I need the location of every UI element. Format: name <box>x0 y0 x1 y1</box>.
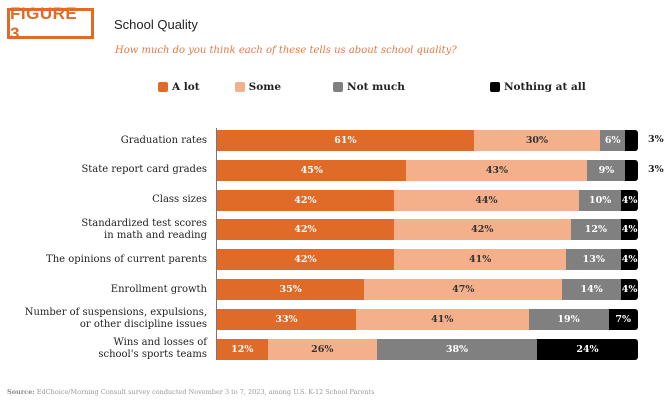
legend-item: Some <box>234 81 282 93</box>
bar-segment-a-lot: 12% <box>217 338 268 360</box>
bar-segment-some: 44% <box>393 189 580 211</box>
source-label: Source: <box>7 388 35 396</box>
bar-segment-nothing-at-all <box>625 159 638 181</box>
bar-segment-not-much: 38% <box>376 338 537 360</box>
bar-segment-not-much: 10% <box>579 189 622 211</box>
chart-subtitle: How much do you think each of these tell… <box>115 45 457 56</box>
bar-row: 33% 41% 19% 7% <box>217 308 638 330</box>
source-text: EdChoice/Morning Consult survey conducte… <box>36 388 375 396</box>
bar-segment-not-much: 19% <box>528 308 609 330</box>
bar-segment-some: 41% <box>393 249 567 271</box>
bar-segment-a-lot: 45% <box>217 159 407 181</box>
figure-badge: FIGURE 3 <box>7 4 94 43</box>
legend-swatch <box>234 82 245 92</box>
bar-segment-some: 26% <box>267 338 377 360</box>
legend-swatch <box>158 82 168 92</box>
bar-segment-nothing-at-all: 4% <box>621 219 638 241</box>
category-label: Number of suspensions, expulsions, or oth… <box>24 307 207 331</box>
bar-segment-nothing-at-all <box>625 130 638 151</box>
bar-segment-nothing-at-all: 7% <box>608 308 638 330</box>
source-note: Source: EdChoice/Morning Consult survey … <box>7 388 375 396</box>
bar-segment-some: 41% <box>355 308 529 330</box>
bar-row: 42% 41% 13% 4% <box>217 249 638 271</box>
legend-item: A lot <box>158 81 200 93</box>
data-label: 3% <box>648 163 664 175</box>
bar-segment-nothing-at-all: 24% <box>536 338 638 360</box>
bar-row: 12% 26% 38% 24% <box>217 338 638 360</box>
legend: A lot Some Not much Nothing at all <box>158 81 586 93</box>
legend-swatch <box>489 82 500 92</box>
bar-segment-not-much: 6% <box>600 130 626 151</box>
bar-segment-some: 47% <box>364 279 563 300</box>
category-label: State report card grades <box>81 164 207 176</box>
bar-segment-not-much: 12% <box>570 219 622 241</box>
category-label: Standardized test scores in math and read… <box>81 217 207 241</box>
category-label: Graduation rates <box>120 134 207 146</box>
bar-segment-a-lot: 35% <box>217 279 365 300</box>
legend-label: Not much <box>347 81 405 93</box>
data-label: 3% <box>648 134 664 145</box>
bar-row: 61% 30% 6% <box>217 130 638 151</box>
legend-label: A lot <box>172 81 200 93</box>
legend-label: Nothing at all <box>503 81 586 93</box>
category-label: Enrollment growth <box>110 283 207 295</box>
bar-segment-not-much: 13% <box>566 249 622 271</box>
bar-segment-a-lot: 42% <box>217 189 394 211</box>
bar-segment-a-lot: 33% <box>217 308 356 330</box>
bar-segment-some: 30% <box>473 130 601 151</box>
legend-item: Nothing at all <box>489 81 586 93</box>
bar-segment-some: 42% <box>393 219 571 241</box>
bar-segment-a-lot: 61% <box>217 130 474 151</box>
legend-swatch <box>333 82 344 92</box>
bar-segment-nothing-at-all: 4% <box>621 249 638 271</box>
bar-segment-not-much: 9% <box>587 159 626 181</box>
bar-segment-a-lot: 42% <box>217 219 394 241</box>
bar-row: 35% 47% 14% 4% <box>217 279 638 300</box>
legend-label: Some <box>248 81 282 93</box>
bar-segment-nothing-at-all: 4% <box>621 189 638 211</box>
category-label: Class sizes <box>152 194 207 206</box>
bar-segment-a-lot: 42% <box>217 249 394 271</box>
bar-segment-nothing-at-all: 4% <box>621 279 638 300</box>
category-label: Wins and losses of school's sports teams <box>98 337 207 361</box>
bar-segment-some: 43% <box>406 159 588 181</box>
bar-row: 42% 44% 10% 4% <box>217 189 638 211</box>
bar-row: 42% 42% 12% 4% <box>217 219 638 241</box>
legend-item: Not much <box>333 81 405 93</box>
category-label: The opinions of current parents <box>46 253 207 265</box>
bar-row: 45% 43% 9% <box>217 159 638 181</box>
chart-title: School Quality <box>114 17 198 32</box>
bar-segment-not-much: 14% <box>562 279 622 300</box>
y-axis-line <box>216 128 217 360</box>
